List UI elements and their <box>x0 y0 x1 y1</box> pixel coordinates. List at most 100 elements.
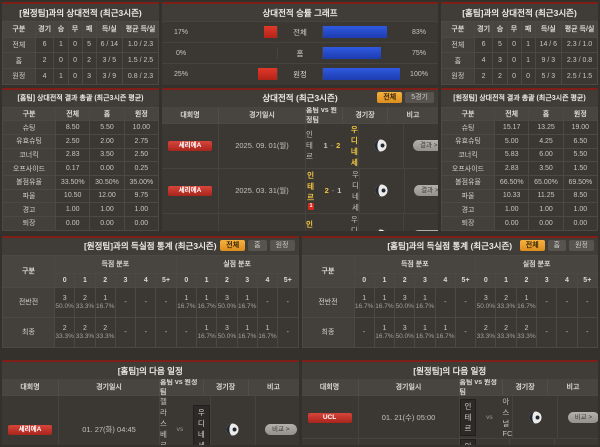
filter-away-button[interactable]: 원정 <box>569 240 594 252</box>
venue-button[interactable] <box>374 229 387 231</box>
dist-cell: - <box>353 316 375 348</box>
filter-away-button[interactable]: 원정 <box>269 240 295 252</box>
h2h-home-panel: [홈팀]과의 상대전적 (최근3시즌) 구분 경기 승 무 패 득/실 평균 득… <box>441 2 598 85</box>
column-header: 홈 <box>528 106 564 122</box>
stat-cell: 1.00 <box>89 202 125 217</box>
column-header: 패 <box>81 21 97 38</box>
row-goal-distribution: [원정팀]과의 득실점 통계 (최근3시즌) 전체 홈 원정 구분 득점 분포 … <box>2 235 598 348</box>
stat-cell: 0 <box>506 67 522 85</box>
filter-all-button[interactable]: 전체 <box>519 240 545 252</box>
stat-cell: 3.50 <box>89 147 125 163</box>
stat-cell: 15.17 <box>494 120 530 135</box>
result-button[interactable]: 결과 > <box>414 185 438 197</box>
stat-cell: 2 <box>81 52 97 69</box>
stat-cell: 0 <box>520 67 536 85</box>
dist-cell: - <box>536 286 558 318</box>
compare-button[interactable]: 비교 > <box>265 423 297 435</box>
stat-cell: 1.00 <box>562 202 598 217</box>
stat-cell: 3 / 9 <box>95 67 124 85</box>
row-label: 원정 <box>441 67 475 85</box>
dist-cell: - <box>576 286 598 318</box>
panel-title: [홈팀] 상대전적 결과 총괄 (최근3시즌 평균) <box>2 89 159 107</box>
fixture-datetime: 01. 24(토) 04:45 <box>357 439 460 445</box>
league-badge: 세리에A <box>8 424 52 435</box>
stat-cell: 12.00 <box>89 188 125 204</box>
row-label: 파울 <box>2 188 57 204</box>
row-label: 원정 <box>2 67 36 85</box>
dist-cell: 1 16.7% <box>236 286 258 318</box>
league-badge: 세리에A <box>168 186 212 197</box>
group-header-scored: 득점 분포 <box>54 254 177 275</box>
fixture-row: 세리에A 01. 24(토) 04:45 인테르 vs 피사 비교 > <box>302 439 599 445</box>
dist-cell: 3 50.0% <box>216 286 238 318</box>
totals-away-table: 구분 전체 홈 원정 슈팅 15.17 13.25 19.00 유효슈팅 5.00 4.2… <box>441 106 598 231</box>
stat-cell: 5 <box>492 36 508 54</box>
dist-cell: 2 33.3% <box>74 286 96 318</box>
stat-cell: 6 / 14 <box>95 36 124 54</box>
column-header: 대회명 <box>20 384 40 391</box>
row-label: 슈팅 <box>441 120 496 135</box>
soccer-ball-icon <box>377 229 385 231</box>
filter-home-button[interactable]: 홈 <box>248 240 267 252</box>
stat-cell: 13.25 <box>528 120 564 135</box>
result-button[interactable]: 결과 > <box>413 230 438 231</box>
filter-home-button[interactable]: 홈 <box>547 240 567 252</box>
panel-title: 상대전적 승률 그래프 <box>162 4 438 21</box>
stat-cell: 3.50 <box>528 161 564 176</box>
totals-home-panel: [홈팀] 상대전적 결과 총괄 (최근3시즌 평균) 구분 전체 홈 원정 슈팅… <box>2 87 159 231</box>
graph-row: 17% 전체 83% <box>162 21 438 42</box>
match-date: 2024. 12. 20(금) <box>218 213 306 231</box>
stat-cell: 30.50% <box>89 174 125 190</box>
table-row: 코너킥 5.83 6.00 5.50 <box>441 147 598 163</box>
filter-all-button[interactable]: 전체 <box>377 92 403 104</box>
stat-cell: 2 <box>473 67 494 85</box>
stat-cell: 2 <box>492 67 508 85</box>
stat-cell: 0 <box>53 52 69 69</box>
stat-cell: 1.00 <box>494 202 530 217</box>
dist-cell: 1 16.7% <box>414 286 436 318</box>
loss-rate-value: 17% <box>173 28 188 36</box>
group-header-scored: 득점 분포 <box>353 254 477 275</box>
match-date: 2025. 03. 31(월) <box>218 168 306 213</box>
column-header: 경기 <box>34 21 55 38</box>
dist-cell: - <box>155 286 177 318</box>
dist-cell: 1 16.7% <box>373 286 396 318</box>
dist-cell: 1 16.7% <box>256 316 279 348</box>
column-header: 구분 <box>301 254 355 288</box>
list-header: 대회명 경기일시 홈팀 vs 원정팀 경기장 비고 <box>162 106 438 124</box>
goal-stats-away-table: 구분 득점 분포 실점 분포 0 1 2 3 4 5+ 0 1 2 3 4 5+ 전반전 3 50.0… <box>2 254 299 348</box>
filter-5games-button[interactable]: 5경기 <box>405 92 434 104</box>
graph-row-label: 전체 <box>293 27 307 37</box>
stat-cell: 6.00 <box>528 147 564 163</box>
compare-button[interactable]: 비교 > <box>567 411 598 423</box>
dist-cell: - <box>135 316 157 348</box>
dist-cell: 1 16.7% <box>175 286 197 318</box>
stat-cell: 4 <box>473 52 494 69</box>
table-row: 슈팅 8.50 5.50 10.00 <box>2 120 159 135</box>
bin-header: 1 <box>74 273 96 288</box>
filter-all-button[interactable]: 전체 <box>220 240 246 252</box>
away-team: 아스널FC <box>502 397 513 438</box>
stat-cell: 14 / 6 <box>534 36 563 54</box>
venue-button[interactable] <box>529 410 542 424</box>
venue-button[interactable] <box>226 422 239 436</box>
dist-cell: 1 16.7% <box>515 286 538 318</box>
dist-cell: 1 16.7% <box>414 316 436 348</box>
dist-cell: 2 33.3% <box>53 316 76 348</box>
dist-cell: 3 50.0% <box>475 286 497 318</box>
dist-cell: - <box>556 286 578 318</box>
dist-cell: - <box>277 286 299 318</box>
soccer-ball-icon <box>529 410 542 424</box>
dist-cell: 2 33.3% <box>495 316 517 348</box>
row-label: 파울 <box>441 188 496 204</box>
venue-button[interactable] <box>374 139 387 152</box>
venue-button[interactable] <box>375 184 388 197</box>
match-row: 세리에A 2025. 03. 31(월) 인테르1 2-1 우디네세 결과 > <box>162 168 438 214</box>
column-header: 비고 <box>406 111 420 119</box>
vs-label: vs <box>486 413 493 421</box>
stat-cell: 0.17 <box>55 161 91 176</box>
stat-cell: 9.75 <box>123 188 159 204</box>
stat-cell: 2.75 <box>123 133 159 149</box>
result-button[interactable]: 결과 > <box>413 140 438 152</box>
table-row: 오프사이드 2.83 3.50 1.50 <box>441 161 598 176</box>
